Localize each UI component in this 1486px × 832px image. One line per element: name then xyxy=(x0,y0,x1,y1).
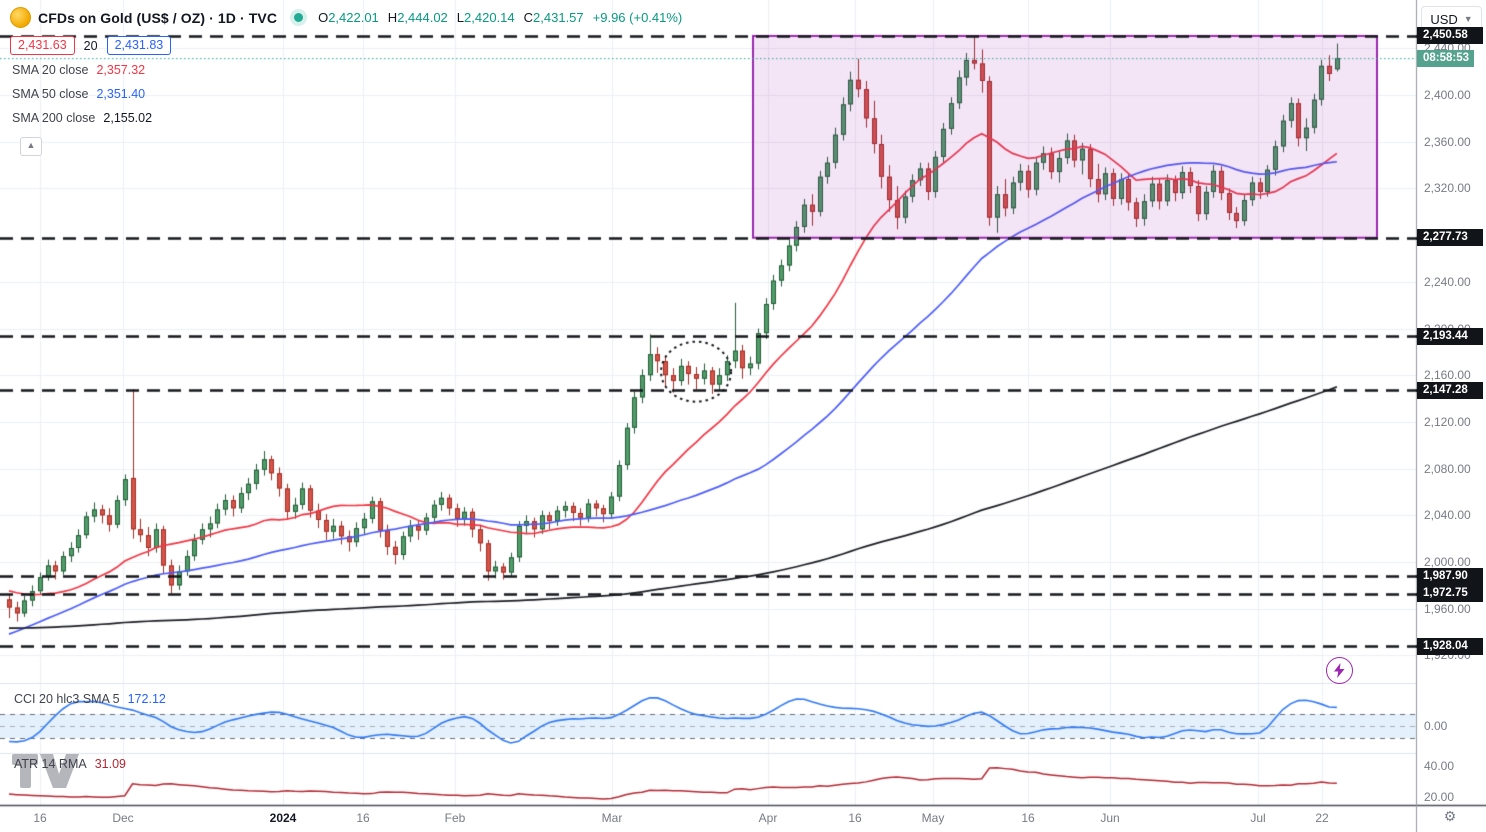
sma200-value: 2,155.02 xyxy=(103,111,153,125)
tradingview-watermark xyxy=(10,750,102,797)
sma20-value: 2,357.32 xyxy=(96,63,146,77)
legend-row-sma20[interactable]: SMA 20 close 2,357.32 xyxy=(12,63,146,77)
line-length-label: 20 xyxy=(83,38,98,53)
line-price-label-red[interactable]: 2,431.63 xyxy=(10,36,75,55)
price-axis-tick: 2,160.00 xyxy=(1424,368,1471,383)
atr-axis-tick: 40.00 xyxy=(1424,759,1455,773)
price-axis-tick: 2,080.00 xyxy=(1424,461,1471,476)
high-value: 2,444.02 xyxy=(397,10,448,25)
price-axis-tick: 2,240.00 xyxy=(1424,274,1471,289)
legend-row-atr[interactable]: ATR 14 RMA 31.09 xyxy=(14,757,126,771)
time-axis-label: Jun xyxy=(1100,811,1120,825)
price-line-label: 2,193.44 xyxy=(1417,327,1483,345)
symbol-title[interactable]: CFDs on Gold (US$ / OZ) · 1D · TVC xyxy=(38,9,278,26)
lightning-icon[interactable] xyxy=(1326,657,1353,684)
price-line-label: 2,277.73 xyxy=(1417,229,1483,247)
open-value: 2,422.01 xyxy=(328,10,379,25)
low-value: 2,420.14 xyxy=(464,10,515,25)
time-axis-label: 16 xyxy=(1021,811,1035,825)
price-axis-tick: 2,400.00 xyxy=(1424,88,1471,102)
cci-value: 172.12 xyxy=(127,692,166,706)
price-axis-tick: 2,040.00 xyxy=(1424,508,1471,523)
cci-axis-tick: 0.00 xyxy=(1424,719,1448,733)
price-line-label: 1,972.75 xyxy=(1417,585,1483,603)
price-line-label: 1,928.04 xyxy=(1417,637,1483,655)
change-value: +9.96 (+0.41%) xyxy=(592,10,683,25)
line-price-label-blue[interactable]: 2,431.83 xyxy=(106,36,172,55)
price-axis-tick: 2,320.00 xyxy=(1424,181,1471,196)
legend-row-sma200[interactable]: SMA 200 close 2,155.02 xyxy=(12,111,153,125)
ohlc-values: O2,422.01 H2,444.02 L2,420.14 C2,431.57 … xyxy=(318,10,683,25)
symbol-header[interactable]: CFDs on Gold (US$ / OZ) · 1D · TVC O2,42… xyxy=(10,7,682,28)
time-axis-label: Feb xyxy=(444,811,466,825)
time-axis-label: Dec xyxy=(112,811,134,825)
symbol-logo-icon xyxy=(10,7,31,28)
price-axis-tick: 2,120.00 xyxy=(1424,414,1471,429)
time-axis-label: May xyxy=(921,811,945,825)
price-axis-tick: 2,000.00 xyxy=(1424,555,1471,569)
atr-axis-tick: 20.00 xyxy=(1424,790,1455,804)
time-axis-label: Apr xyxy=(758,811,778,825)
time-axis-label: 16 xyxy=(848,811,862,825)
price-line-label: 1,987.90 xyxy=(1417,567,1483,585)
close-value: 2,431.57 xyxy=(533,10,584,25)
time-axis-label: 22 xyxy=(1315,811,1329,825)
gear-icon[interactable]: ⚙ xyxy=(1443,808,1457,824)
legend-row-sma50[interactable]: SMA 50 close 2,351.40 xyxy=(12,87,146,101)
legend-row-cci[interactable]: CCI 20 hlc3 SMA 5 172.12 xyxy=(14,692,166,706)
time-axis-label: Mar xyxy=(601,811,623,825)
line-tool-legend: 2,431.63 20 2,431.83 xyxy=(10,36,172,55)
time-axis-label: 16 xyxy=(33,811,47,825)
chevron-down-icon: ▼ xyxy=(1463,14,1473,24)
market-open-status-icon xyxy=(294,13,304,22)
collapse-legend-button[interactable]: ▲ xyxy=(20,137,42,156)
price-line-label: 2,147.28 xyxy=(1417,381,1483,399)
price-axis-tick: 1,960.00 xyxy=(1424,601,1471,616)
atr-value: 31.09 xyxy=(94,757,126,771)
time-axis-label: Jul xyxy=(1250,811,1266,825)
price-line-label: 2,450.58 xyxy=(1417,27,1483,45)
time-axis-label: 16 xyxy=(356,811,370,825)
sma50-value: 2,351.40 xyxy=(96,87,146,101)
time-axis-label: 2024 xyxy=(269,811,297,825)
countdown-timer: 08:58:53 xyxy=(1417,49,1474,67)
price-axis-tick: 2,360.00 xyxy=(1424,134,1471,149)
